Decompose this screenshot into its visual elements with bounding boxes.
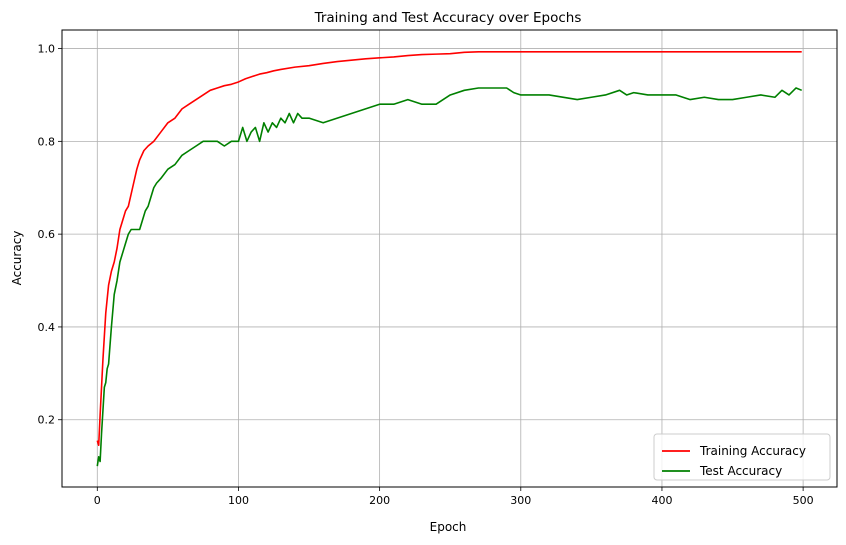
test-accuracy-line — [96, 87, 803, 467]
training-accuracy-line — [96, 51, 802, 447]
x-tick-label: 300 — [510, 494, 531, 507]
x-axis-ticks: 0 100 200 300 400 500 — [94, 487, 814, 507]
plot-area-frame — [61, 29, 838, 488]
y-axis-label: Accuracy — [10, 231, 24, 286]
y-tick-label: 0.4 — [38, 321, 56, 334]
y-tick-label: 1.0 — [38, 43, 56, 56]
x-tick-label: 500 — [793, 494, 814, 507]
x-tick-label: 100 — [228, 494, 249, 507]
legend: Training Accuracy Test Accuracy — [653, 433, 831, 481]
y-tick-label: 0.6 — [38, 228, 56, 241]
series-lines — [96, 51, 803, 467]
x-tick-label: 0 — [94, 494, 101, 507]
legend-label-test: Test Accuracy — [699, 464, 782, 478]
x-tick-label: 400 — [651, 494, 672, 507]
x-tick-label: 200 — [369, 494, 390, 507]
grid-lines — [62, 30, 837, 487]
y-tick-label: 0.2 — [38, 414, 56, 427]
x-axis-label: Epoch — [430, 520, 467, 534]
legend-box — [653, 433, 831, 481]
y-tick-label: 0.8 — [38, 135, 56, 148]
chart-title: Training and Test Accuracy over Epochs — [314, 10, 582, 26]
legend-label-training: Training Accuracy — [699, 444, 806, 458]
y-axis-ticks: 0.2 0.4 0.6 0.8 1.0 — [38, 43, 62, 427]
